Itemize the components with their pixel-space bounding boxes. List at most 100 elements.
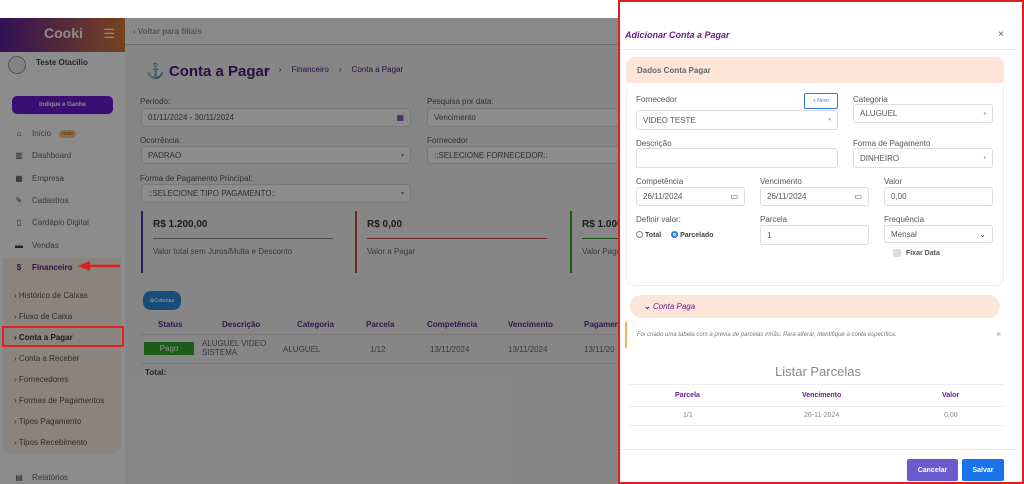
label: Cadastros — [32, 196, 69, 205]
conta-paga-toggle[interactable]: ⌄ Conta Paga — [630, 295, 1000, 318]
radio-total[interactable]: Total — [636, 231, 661, 239]
label: Total — [644, 232, 662, 239]
background-page: Cooki ☰ Teste Otacilio Indique e Ganhe ⌂… — [0, 18, 627, 484]
home-icon[interactable]: ⌂ — [264, 65, 269, 74]
col-categoria: Categoria — [297, 320, 334, 329]
back-link[interactable]: ‹ Voltar para filiais — [133, 27, 202, 36]
submenu-historico-caixas[interactable]: › Histórico de Caixas — [14, 291, 88, 300]
value: 01/11/2024 - 30/11/2024 — [148, 113, 234, 122]
avatar — [8, 56, 26, 74]
sidebar-item-empresa[interactable]: ▦ Empresa — [14, 174, 114, 183]
sidebar-item-inicio[interactable]: ⌂ Início novo — [14, 129, 114, 138]
new-badge: novo — [59, 129, 76, 138]
label: Tipos Recebimento — [18, 438, 88, 447]
caret-icon: ▾ — [983, 155, 986, 161]
label: Fluxo de Caixa — [18, 312, 73, 321]
value: DINHEIRO — [860, 153, 900, 163]
separator: › — [278, 65, 282, 74]
divider — [582, 238, 620, 239]
value: ::SELECIONE TIPO PAGAMENTO:: — [148, 189, 277, 198]
invite-button[interactable]: Indique e Ganhe — [12, 96, 113, 114]
fixar-data-checkbox[interactable]: Fixar Data — [893, 249, 940, 257]
submenu-formas-pagamentos[interactable]: › Formas de Pagamentos — [14, 396, 105, 405]
cell-pagamento: 13/11/20 — [584, 345, 615, 354]
calendar-icon[interactable]: ▭ — [854, 192, 862, 201]
calendar-icon[interactable]: ▭ — [730, 192, 738, 201]
value: R$ 0,00 — [367, 219, 403, 230]
competencia-input[interactable]: 26/11/2024 ▭ — [636, 187, 745, 206]
total-label: Total: — [145, 368, 167, 377]
label: Colunas — [154, 297, 175, 304]
separator: › — [338, 65, 342, 74]
label: Cardápio Digital — [32, 218, 89, 227]
close-icon[interactable]: × — [998, 29, 1004, 40]
label: Conta a Pagar — [18, 333, 73, 342]
descricao-input[interactable] — [636, 148, 838, 168]
sidebar-header: Cooki ☰ — [0, 18, 125, 52]
sidebar-item-financeiro[interactable]: $ Financeiro — [14, 263, 114, 272]
sidebar-item-dashboard[interactable]: ▥ Dashboard — [14, 151, 114, 160]
save-button[interactable]: Salvar — [962, 459, 1004, 481]
valor-input[interactable]: 0,00 — [884, 187, 993, 206]
caret-icon: ▾ — [400, 191, 404, 197]
caret-icon: ▾ — [983, 110, 986, 117]
value: ALUGUEL — [860, 109, 898, 118]
forma-select[interactable]: ::SELECIONE TIPO PAGAMENTO:: ▾ — [141, 184, 411, 203]
sidebar-item-vendas[interactable]: ▬ Vendas — [14, 241, 114, 250]
label: Voltar para filiais — [137, 27, 202, 36]
new-fornecedor-button[interactable]: + Novo — [804, 93, 838, 109]
modal-backdrop[interactable] — [0, 18, 620, 484]
parcela-label: Parcela — [760, 215, 788, 224]
alert-text: Foi criado uma tabela com a prévia de pa… — [637, 332, 897, 338]
ocorrencia-select[interactable]: PADRAO ▾ — [141, 146, 411, 164]
radio-parcelado[interactable]: Parcelado — [671, 231, 714, 239]
modal-title: Adicionar Conta a Pagar — [625, 30, 730, 40]
divider — [620, 449, 1016, 450]
frequencia-select[interactable]: Mensal ⌄ — [884, 225, 993, 243]
list-col-valor: Valor — [942, 392, 960, 399]
alert-close-icon[interactable]: × — [996, 329, 1002, 339]
label: Vendas — [32, 241, 59, 250]
breadcrumb-item[interactable]: Financeiro — [291, 65, 329, 74]
list-cell: 0,00 — [944, 412, 958, 419]
breadcrumb-item: Conta a Pagar — [351, 65, 404, 74]
summary-card-total: R$ 1.200,00 Valor total sem Juros/Multa e… — [141, 211, 341, 273]
divider — [626, 425, 1004, 426]
parcela-input[interactable]: 1 — [760, 225, 869, 245]
submenu-tipos-recebimento[interactable]: › Tipos Recebimento — [14, 438, 88, 447]
col-descricao: Descrição — [222, 320, 261, 329]
periodo-input[interactable]: 01/11/2024 - 30/11/2024 ▦ — [141, 108, 411, 127]
dados-card: Dados Conta Pagar — [626, 57, 1004, 286]
pesquisa-select[interactable]: Vencimento — [427, 108, 627, 127]
fornecedor-label: Fornecedor — [427, 136, 468, 145]
columns-button[interactable]: ⚙ Colunas — [143, 291, 181, 310]
submenu-fluxo-caixa[interactable]: › Fluxo de Caixa — [14, 312, 73, 321]
value: R$ 1.000 — [582, 219, 620, 230]
submenu-conta-receber[interactable]: › Conta a Receber — [14, 354, 80, 363]
cancel-button[interactable]: Cancelar — [907, 459, 958, 481]
submenu-conta-pagar[interactable]: › Conta a Pagar — [14, 333, 73, 342]
list-cell: 26-11-2024 — [804, 412, 840, 419]
building-icon: ▦ — [15, 174, 23, 183]
value: PADRAO — [148, 150, 182, 160]
submenu-fornecedores[interactable]: › Fornecedores — [14, 375, 69, 384]
sidebar-item-relatorios[interactable]: ▤ Relatórios — [14, 473, 114, 482]
sidebar-item-cardapio[interactable]: ▯ Cardápio Digital — [14, 218, 114, 227]
categoria-select[interactable]: ALUGUEL ▾ — [853, 104, 993, 123]
forma-select[interactable]: DINHEIRO ▾ — [853, 148, 993, 168]
chart-icon: ▥ — [15, 151, 23, 160]
summary-card-a-pagar: R$ 0,00 Valor a Pagar — [355, 211, 555, 273]
list-col-parcela: Parcela — [675, 392, 700, 399]
vencimento-input[interactable]: 26/11/2024 ▭ — [760, 187, 869, 206]
calendar-icon: ▦ — [396, 113, 404, 122]
valor-label: Valor — [884, 177, 903, 186]
fornecedor-select[interactable]: VIDEO TESTE ▾ — [636, 110, 838, 130]
checkbox[interactable] — [893, 249, 901, 257]
menu-icon[interactable]: ☰ — [103, 26, 115, 41]
label: Empresa — [32, 174, 65, 183]
summary-card-pago: R$ 1.000 Valor Pago — [570, 211, 620, 273]
sidebar-item-cadastros[interactable]: ✎ Cadastros — [14, 196, 114, 205]
submenu-tipos-pagamento[interactable]: › Tipos Pagamento — [14, 417, 82, 426]
value: VIDEO TESTE — [643, 115, 696, 125]
forma-label: Forma de Pagamento — [853, 139, 931, 148]
